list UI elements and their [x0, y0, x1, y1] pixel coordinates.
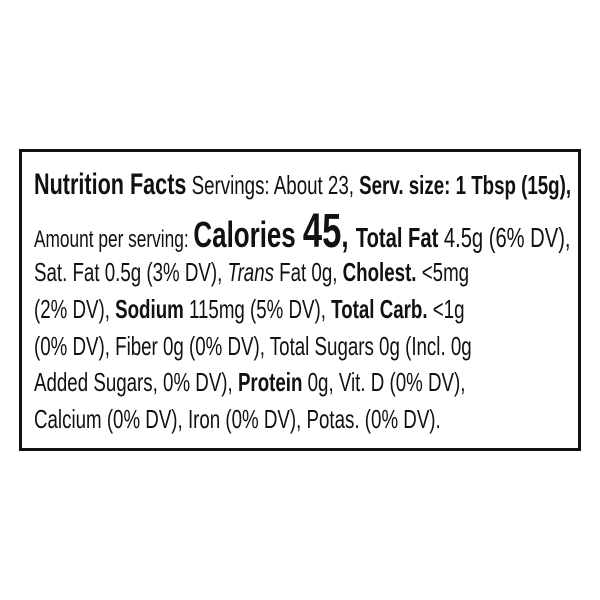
nutrition-facts-title: Nutrition Facts	[34, 168, 187, 201]
cholest-label: Cholest.	[342, 257, 417, 287]
carb-label: Total Carb.	[331, 294, 428, 324]
cholest-value: <5mg	[416, 257, 470, 287]
calories-label: Calories	[193, 214, 303, 255]
carb-value: <1g	[427, 294, 465, 324]
nutrition-facts-box	[19, 149, 581, 451]
sugars-line: (0% DV), Fiber 0g (0% DV), Total Sugars …	[34, 331, 472, 361]
total-fat-value: 4.5g (6% DV),	[438, 222, 571, 253]
servings: Servings: About 23,	[186, 170, 360, 200]
sodium-label: Sodium	[115, 294, 184, 324]
total-fat-label: Total Fat	[355, 222, 439, 253]
added-sugars: Added Sugars, 0% DV),	[34, 367, 238, 397]
sat-fat: Sat. Fat 0.5g (3% DV),	[34, 257, 228, 287]
sodium-value: 115mg (5% DV),	[183, 294, 332, 324]
serving-size: Serv. size: 1 Tbsp (15g),	[359, 170, 572, 200]
amount-per-serving: Amount per serving:	[34, 226, 194, 253]
fat-line: Sat. Fat 0.5g (3% DV), Trans Fat 0g, Cho…	[34, 259, 469, 285]
sodium-line: (2% DV), Sodium 115mg (5% DV), Total Car…	[34, 296, 465, 322]
trans-value: Fat 0g,	[273, 257, 343, 287]
protein-value: 0g, Vit. D (0% DV),	[302, 367, 466, 397]
cholest-dv: (2% DV),	[34, 294, 116, 324]
calories-value: 45	[302, 205, 342, 258]
comma: ,	[341, 214, 356, 255]
minerals-line: Calcium (0% DV), Iron (0% DV), Potas. (0…	[34, 404, 441, 434]
protein-line: Added Sugars, 0% DV), Protein 0g, Vit. D…	[34, 369, 465, 395]
protein-label: Protein	[237, 367, 303, 397]
calories-line: Amount per serving: Calories 45, Total F…	[34, 208, 571, 256]
trans-label: Trans	[227, 257, 274, 287]
header-line: Nutrition Facts Servings: About 23, Serv…	[34, 170, 571, 200]
